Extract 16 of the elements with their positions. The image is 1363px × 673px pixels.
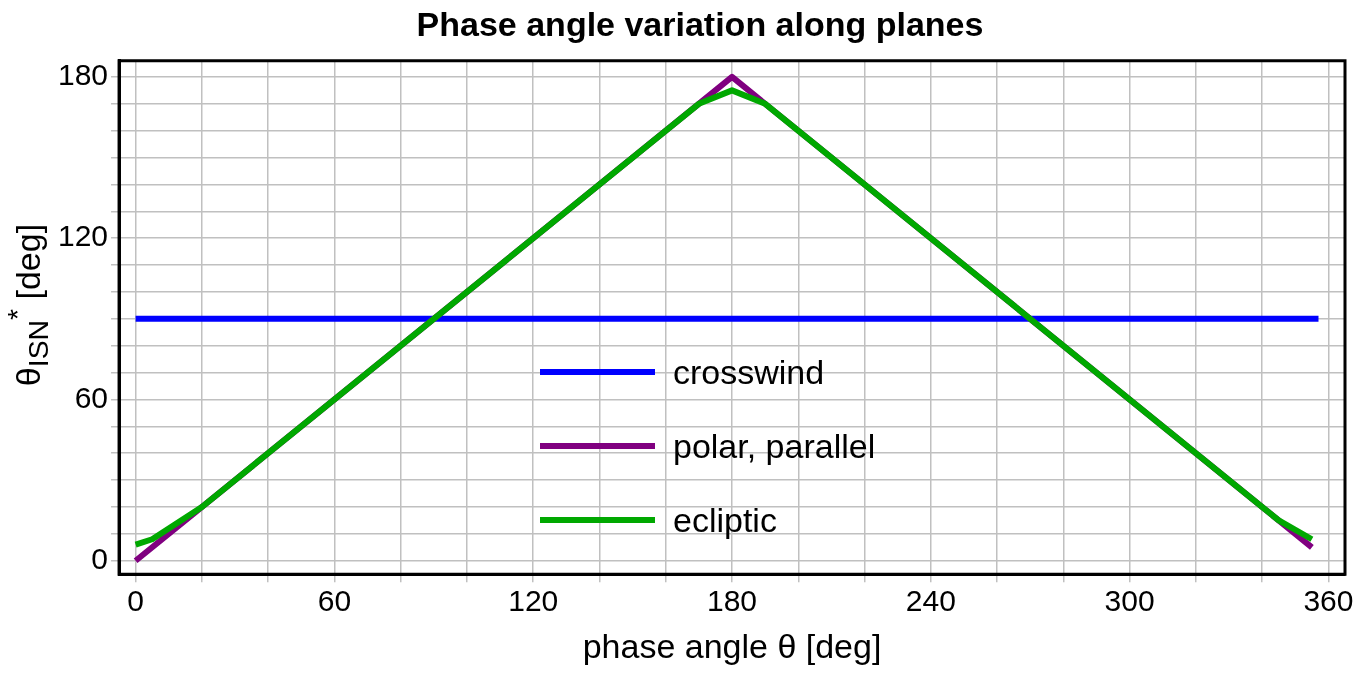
chart-title: Phase angle variation along planes bbox=[416, 4, 984, 43]
x-axis-title: phase angle θ [deg] bbox=[582, 626, 882, 665]
x-tick-label: 180 bbox=[707, 584, 758, 618]
y-tick-label: 120 bbox=[57, 219, 109, 253]
legend-label: polar, parallel bbox=[673, 426, 876, 466]
legend-label: ecliptic bbox=[673, 500, 777, 540]
x-tick-label: 120 bbox=[508, 584, 559, 618]
y-tick-label: 180 bbox=[57, 58, 109, 92]
y-tick-label: 60 bbox=[74, 380, 109, 414]
x-tick-label: 60 bbox=[317, 584, 352, 618]
x-tick-label: 300 bbox=[1104, 584, 1155, 618]
x-tick-label: 240 bbox=[905, 584, 956, 618]
y-tick-label: 0 bbox=[91, 542, 109, 576]
x-tick-label: 0 bbox=[127, 584, 144, 618]
x-tick-label: 360 bbox=[1303, 584, 1354, 618]
legend-label: crosswind bbox=[673, 352, 825, 392]
